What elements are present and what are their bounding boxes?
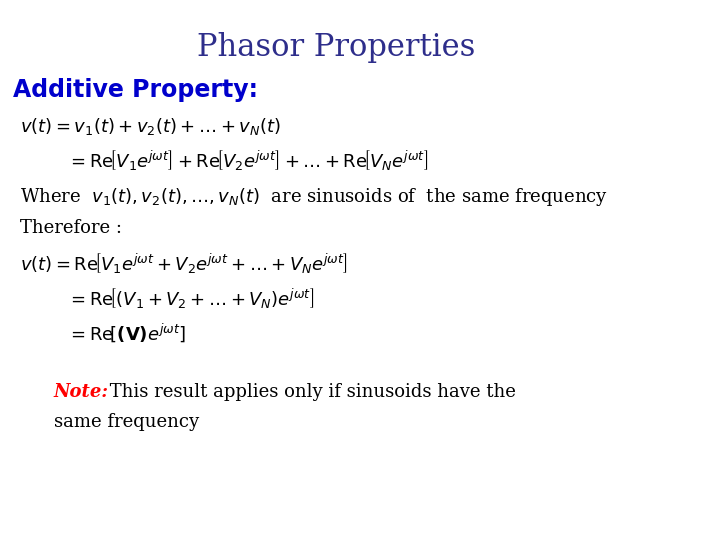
Text: $= \mathrm{Re}\!\left[\left(V_1 + V_2 + \ldots + V_N\right) e^{j\omega t}\right]: $= \mathrm{Re}\!\left[\left(V_1 + V_2 + … <box>67 286 315 310</box>
Text: $v(t) = v_1(t) + v_2(t) + \ldots + v_N(t)$: $v(t) = v_1(t) + v_2(t) + \ldots + v_N(t… <box>20 116 281 137</box>
Text: $= \mathrm{Re}\!\left[V_1 e^{j\omega t}\right] + \mathrm{Re}\!\left[V_2 e^{j\ome: $= \mathrm{Re}\!\left[V_1 e^{j\omega t}\… <box>67 148 428 172</box>
Text: Therefore :: Therefore : <box>20 219 122 237</box>
Text: $= \mathrm{Re}\!\left[\mathbf{(V)} e^{j\omega t}\right]$: $= \mathrm{Re}\!\left[\mathbf{(V)} e^{j\… <box>67 321 186 344</box>
Text: Note:: Note: <box>54 383 109 401</box>
Text: This result applies only if sinusoids have the: This result applies only if sinusoids ha… <box>104 383 516 401</box>
Text: $v(t) = \mathrm{Re}\!\left[V_1 e^{j\omega t} + V_2 e^{j\omega t} + \ldots + V_N : $v(t) = \mathrm{Re}\!\left[V_1 e^{j\omeg… <box>20 251 348 275</box>
Text: same frequency: same frequency <box>54 413 199 431</box>
Text: Additive Property:: Additive Property: <box>14 78 258 102</box>
Text: Phasor Properties: Phasor Properties <box>197 32 476 63</box>
Text: Where  $v_1(t), v_2(t), \ldots, v_N(t)$  are sinusoids of  the same frequency: Where $v_1(t), v_2(t), \ldots, v_N(t)$ a… <box>20 186 608 208</box>
